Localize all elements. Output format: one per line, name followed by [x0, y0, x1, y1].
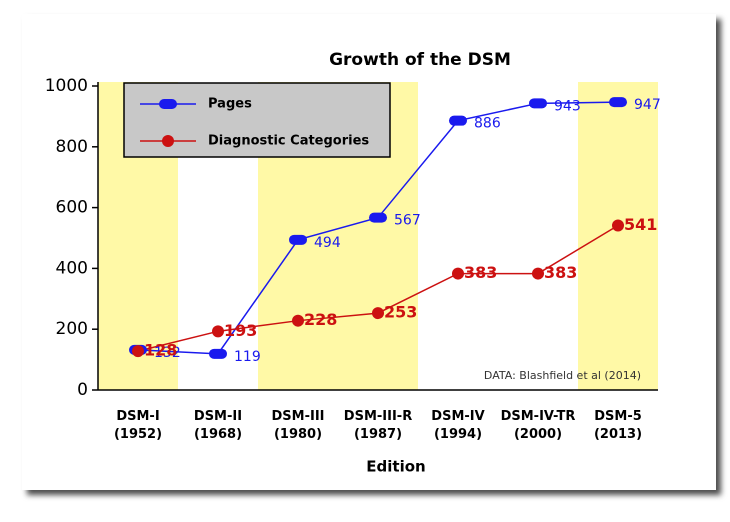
- y-tick-label: 600: [56, 198, 88, 218]
- data-label: 943: [554, 98, 581, 114]
- marker: [449, 115, 467, 126]
- marker: [132, 345, 144, 358]
- chart-title: Growth of the DSM: [329, 50, 511, 70]
- y-tick-label: 400: [56, 258, 88, 278]
- x-axis-label: Edition: [366, 458, 425, 476]
- source-note: DATA: Blashfield et al (2014): [484, 369, 641, 382]
- data-label: 228: [304, 310, 337, 329]
- data-label: 541: [624, 215, 657, 234]
- data-label: 119: [234, 349, 261, 365]
- data-label: 193: [224, 321, 257, 340]
- y-tick-label: 200: [56, 319, 88, 339]
- x-tick-label: DSM-I (1952): [114, 409, 162, 442]
- marker: [159, 99, 177, 109]
- marker: [162, 135, 174, 147]
- data-label: 947: [634, 97, 661, 113]
- y-tick-label: 0: [77, 380, 88, 400]
- marker: [532, 267, 544, 280]
- data-label: 132: [154, 345, 181, 361]
- marker: [369, 212, 387, 223]
- legend-label: Diagnostic Categories: [208, 134, 369, 149]
- x-tick-label: DSM-IV-TR (2000): [501, 409, 576, 442]
- x-tick-label: DSM-III-R (1987): [344, 409, 412, 442]
- marker: [452, 267, 464, 280]
- marker: [609, 97, 627, 108]
- legend-label: Pages: [208, 97, 252, 112]
- marker: [292, 314, 304, 327]
- data-label: 494: [314, 235, 341, 251]
- legend: Pages Diagnostic Categories: [123, 82, 391, 158]
- y-tick-label: 1000: [45, 76, 88, 96]
- marker: [612, 219, 624, 232]
- x-tick-label: DSM-II (1968): [194, 409, 242, 442]
- marker: [529, 98, 547, 109]
- x-tick-label: DSM-5 (2013): [594, 409, 642, 442]
- data-label: 383: [464, 263, 497, 282]
- data-label: 886: [474, 116, 501, 132]
- y-tick-label: 800: [56, 137, 88, 157]
- x-tick-label: DSM-IV (1994): [431, 409, 484, 442]
- data-label: 383: [544, 263, 577, 282]
- marker: [209, 348, 227, 359]
- x-tick-label: DSM-III (1980): [272, 409, 325, 442]
- marker: [289, 234, 307, 245]
- marker: [212, 325, 224, 338]
- data-label: 253: [384, 303, 417, 322]
- highlight-band: [578, 82, 658, 390]
- data-label: 128: [144, 341, 177, 360]
- marker: [372, 307, 384, 320]
- data-label: 567: [394, 213, 421, 229]
